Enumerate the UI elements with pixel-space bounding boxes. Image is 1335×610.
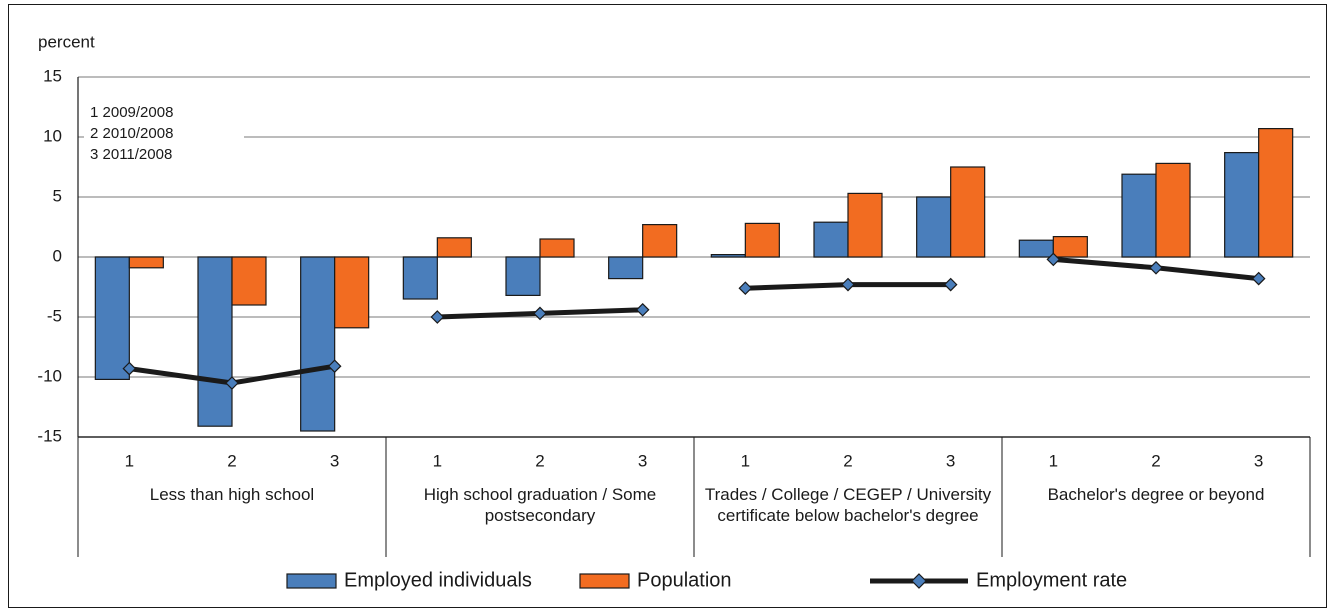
x-tick-label: 1 bbox=[741, 451, 750, 470]
bar bbox=[334, 256, 370, 329]
x-tick-label: 1 bbox=[1049, 451, 1058, 470]
y-tick-label: -5 bbox=[47, 306, 62, 325]
bar bbox=[94, 256, 130, 381]
annotation: 1 2009/2008 bbox=[90, 104, 173, 121]
legend-swatch bbox=[286, 573, 337, 589]
line-marker bbox=[1046, 252, 1061, 267]
line-marker bbox=[1251, 271, 1266, 286]
bar bbox=[950, 166, 986, 258]
bar bbox=[1258, 128, 1294, 258]
bar bbox=[505, 256, 541, 297]
group-label: Trades / College / CEGEP / University ce… bbox=[704, 485, 992, 525]
bar bbox=[1052, 236, 1088, 258]
bar bbox=[847, 192, 883, 258]
line-marker bbox=[225, 376, 239, 390]
legend-label: Employment rate bbox=[976, 569, 1127, 591]
group-label: Less than high school bbox=[149, 485, 315, 504]
bar bbox=[744, 222, 780, 258]
x-tick-label: 2 bbox=[843, 451, 852, 470]
legend-marker bbox=[911, 573, 927, 589]
legend-swatch bbox=[579, 573, 630, 589]
bar bbox=[1224, 152, 1260, 258]
group-label: High school graduation / Some postsecond… bbox=[423, 485, 657, 525]
line-marker bbox=[430, 310, 445, 324]
line-marker bbox=[327, 359, 342, 374]
y-tick-label: 15 bbox=[43, 66, 62, 85]
bar bbox=[1155, 162, 1191, 258]
group-label: Bachelor's degree or beyond bbox=[1047, 485, 1265, 504]
bar bbox=[813, 221, 849, 258]
y-tick-label: 0 bbox=[53, 246, 62, 265]
bar bbox=[436, 237, 472, 258]
bar bbox=[916, 196, 952, 258]
x-tick-label: 1 bbox=[125, 451, 134, 470]
line-marker bbox=[1149, 260, 1163, 275]
bar bbox=[642, 224, 678, 258]
legend-label: Employed individuals bbox=[344, 569, 532, 591]
annotation: 2 2010/2008 bbox=[90, 125, 173, 142]
line-marker bbox=[738, 281, 753, 296]
bar bbox=[128, 256, 164, 269]
line-marker bbox=[122, 361, 137, 376]
y-tick-label: 5 bbox=[53, 186, 62, 205]
bar bbox=[197, 256, 233, 427]
annotation: 3 2011/2008 bbox=[90, 146, 172, 163]
line-marker bbox=[533, 306, 547, 321]
bar bbox=[710, 254, 746, 258]
bar bbox=[539, 238, 575, 258]
legend-label: Population bbox=[637, 569, 732, 591]
x-tick-label: 3 bbox=[638, 451, 647, 470]
bar bbox=[402, 256, 438, 300]
annotation-box bbox=[84, 100, 244, 172]
x-tick-label: 2 bbox=[535, 451, 544, 470]
y-tick-label: 10 bbox=[43, 126, 62, 145]
y-axis-label: percent bbox=[38, 32, 95, 51]
x-tick-label: 3 bbox=[330, 451, 339, 470]
bar bbox=[608, 256, 644, 280]
x-tick-label: 2 bbox=[227, 451, 236, 470]
x-tick-label: 1 bbox=[433, 451, 442, 470]
y-tick-label: -15 bbox=[37, 426, 62, 445]
line-marker bbox=[635, 302, 650, 317]
bar bbox=[1018, 239, 1054, 258]
x-tick-label: 3 bbox=[1254, 451, 1263, 470]
y-tick-label: -10 bbox=[37, 366, 62, 385]
bar bbox=[231, 256, 267, 306]
bar bbox=[1121, 173, 1157, 258]
line-marker bbox=[841, 277, 855, 292]
bar bbox=[300, 256, 336, 432]
x-tick-label: 3 bbox=[946, 451, 955, 470]
line-marker bbox=[943, 277, 958, 292]
x-tick-label: 2 bbox=[1151, 451, 1160, 470]
